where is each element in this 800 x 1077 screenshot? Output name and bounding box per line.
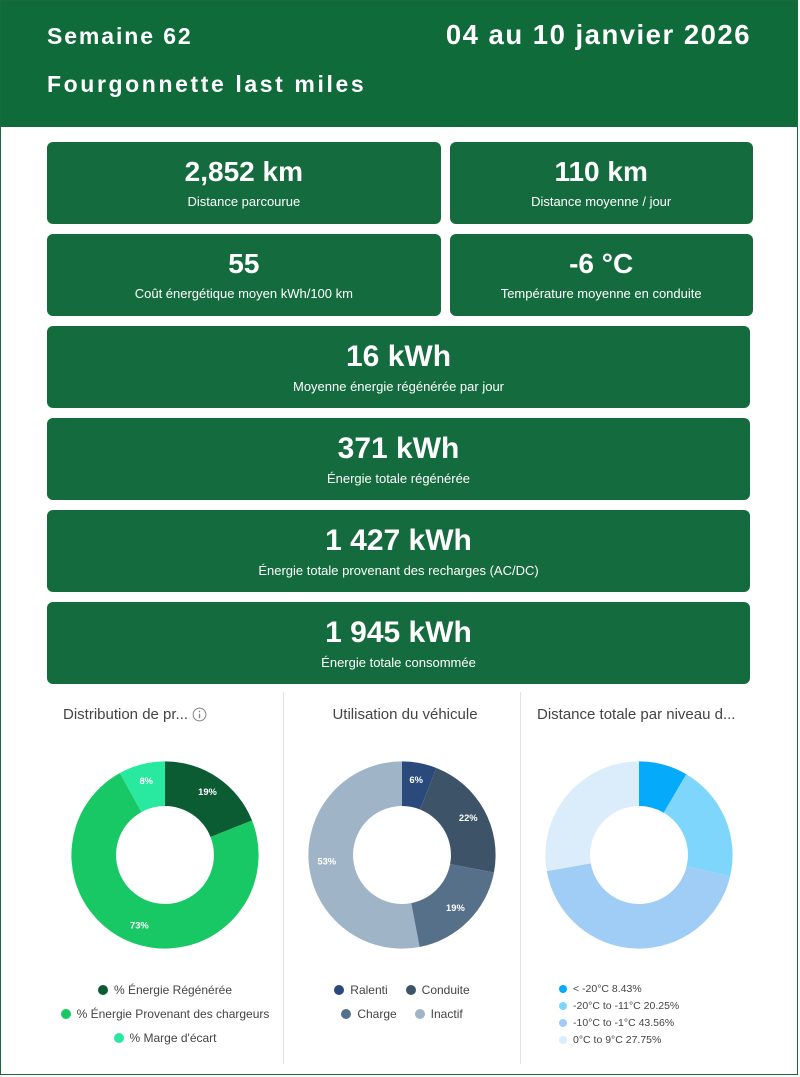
svg-text:53%: 53% — [317, 856, 336, 866]
svg-text:22%: 22% — [459, 813, 478, 823]
svg-text:19%: 19% — [198, 786, 217, 796]
svg-text:6%: 6% — [409, 775, 423, 785]
svg-text:8%: 8% — [139, 776, 153, 786]
svg-text:19%: 19% — [446, 902, 465, 912]
svg-text:73%: 73% — [130, 920, 149, 930]
